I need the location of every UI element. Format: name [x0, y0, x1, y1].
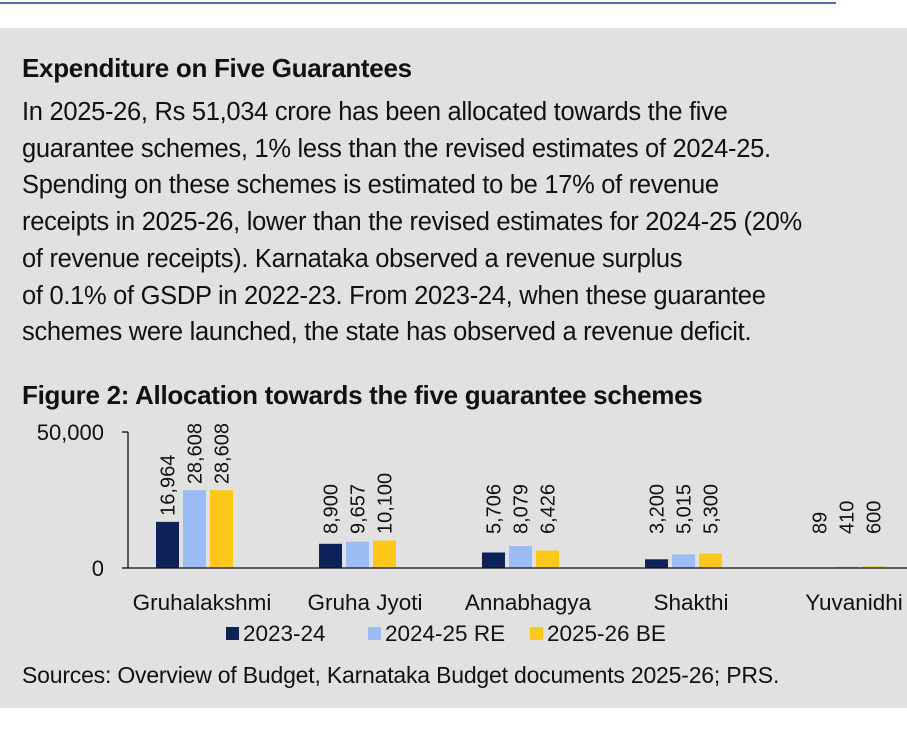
box-title: Expenditure on Five Guarantees: [22, 53, 412, 83]
bar-2023-24: [645, 559, 668, 568]
data-label: 16,964: [158, 455, 180, 516]
data-label: 3,200: [647, 484, 669, 534]
paragraph-line: schemes were launched, the state has obs…: [22, 318, 752, 347]
sources-note: Sources: Overview of Budget, Karnataka B…: [22, 662, 780, 688]
paragraph-line: guarantee schemes, 1% less than the revi…: [22, 134, 771, 163]
data-label: 410: [837, 501, 859, 534]
data-label: 5,706: [484, 484, 506, 534]
paragraph-line: of revenue receipts). Karnataka observed…: [22, 244, 683, 273]
paragraph-line: Spending on these schemes is estimated t…: [22, 171, 719, 200]
data-label: 5,300: [701, 484, 723, 534]
data-label: 8,900: [321, 484, 343, 534]
data-label: 9,657: [348, 484, 370, 534]
info-panel: [0, 28, 907, 708]
bar-2023-24: [319, 543, 342, 568]
bar-2023-24: [482, 552, 505, 568]
bar-2025-26 BE: [373, 540, 396, 568]
legend-swatch-2025-26 BE: [530, 627, 543, 640]
data-label: 89: [810, 512, 832, 534]
data-label: 600: [864, 501, 886, 534]
data-label: 6,426: [538, 484, 560, 534]
bar-2024-25 RE: [672, 554, 695, 568]
legend-swatch-2024-25 RE: [368, 627, 381, 640]
data-label: 28,608: [185, 423, 207, 484]
paragraph-line: receipts in 2025-26, lower than the revi…: [22, 208, 802, 237]
category-label: Shakthi: [653, 590, 728, 615]
bar-2025-26 BE: [210, 490, 233, 568]
legend-label: 2025-26 BE: [547, 621, 666, 646]
category-label: Yuvanidhi: [805, 590, 903, 615]
data-label: 28,608: [212, 423, 234, 484]
data-label: 10,100: [375, 473, 397, 534]
category-label: Annabhagya: [465, 590, 592, 615]
category-label: Gruha Jyoti: [307, 590, 422, 615]
bar-2025-26 BE: [536, 550, 559, 568]
bar-2024-25 RE: [346, 541, 369, 568]
top-rule: [0, 2, 836, 4]
legend-swatch-2023-24: [226, 627, 239, 640]
bar-2025-26 BE: [699, 553, 722, 568]
paragraph-line: In 2025-26, Rs 51,034 crore has been all…: [22, 98, 728, 126]
legend-label: 2024-25 RE: [385, 621, 505, 646]
bar-2025-26 BE: [862, 566, 885, 568]
y-tick-label: 0: [92, 556, 104, 581]
legend-label: 2023-24: [243, 621, 326, 646]
category-label: Gruhalakshmi: [133, 590, 272, 615]
figure-title: Figure 2: Allocation towards the five gu…: [22, 380, 703, 410]
bar-2024-25 RE: [183, 490, 206, 568]
y-tick-label: 50,000: [37, 420, 104, 445]
paragraph-line: of 0.1% of GSDP in 2022-23. From 2023-24…: [22, 281, 766, 310]
bar-2024-25 RE: [509, 546, 532, 568]
data-label: 8,079: [511, 484, 533, 534]
bar-2023-24: [156, 521, 179, 568]
box-paragraph: In 2025-26, Rs 51,034 crore has been all…: [22, 94, 892, 351]
data-label: 5,015: [674, 484, 696, 534]
